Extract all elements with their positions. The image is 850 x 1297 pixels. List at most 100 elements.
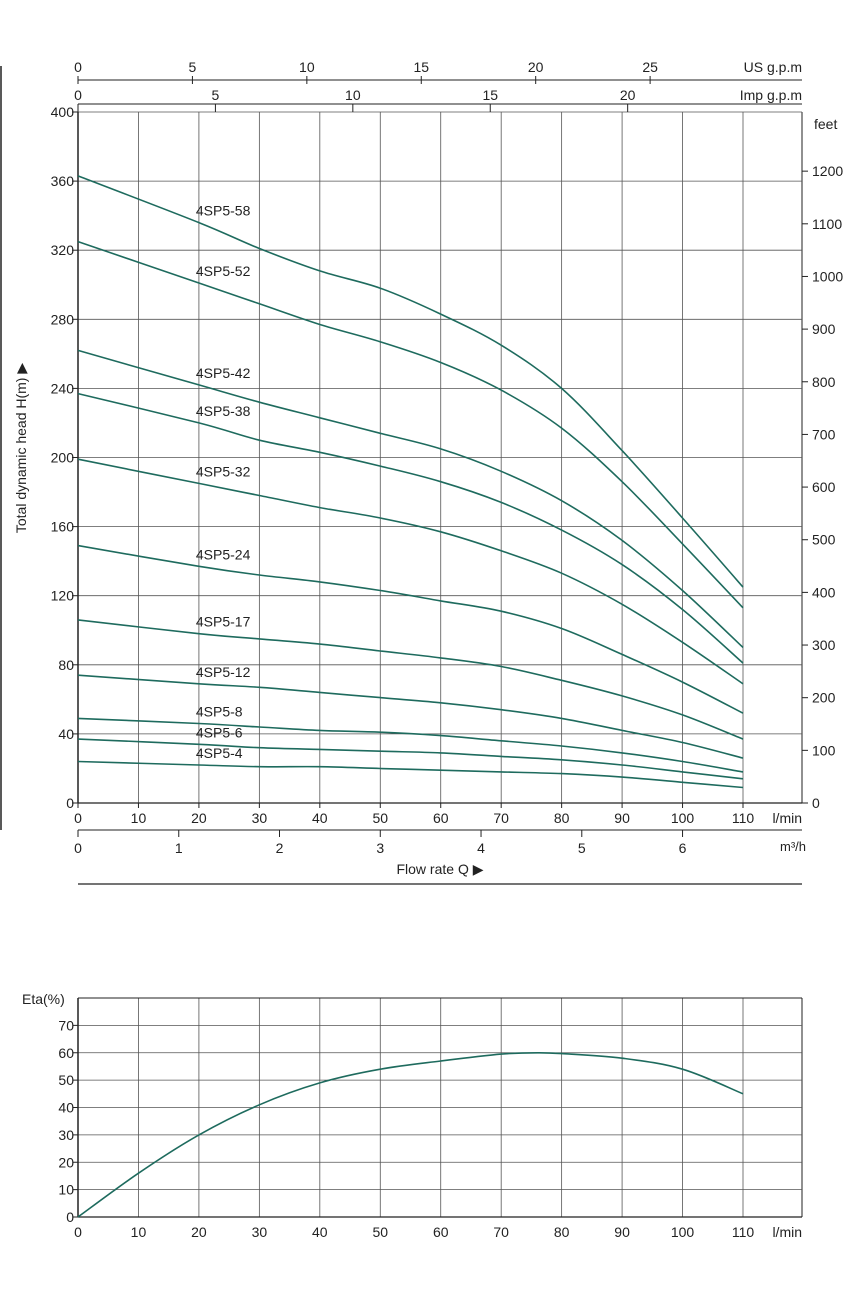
series-curve-4sp5-8 [77, 717, 744, 773]
eta-y-tick-label: 50 [58, 1072, 74, 1088]
x-tick-label: 70 [493, 810, 509, 826]
eta-y-tick-label: 0 [66, 1209, 74, 1225]
series-label-4sp5-32: 4SP5-32 [196, 463, 251, 479]
us-gpm-unit-label: US g.p.m [744, 59, 802, 75]
eta-x-tick-label: 100 [671, 1224, 695, 1240]
m3h-tick-label: 3 [376, 840, 384, 856]
x-tick-label: 80 [554, 810, 570, 826]
series-label-4sp5-4: 4SP5-4 [196, 745, 243, 761]
eta-y-tick-label: 40 [58, 1100, 74, 1116]
x-tick-label: 30 [252, 810, 268, 826]
imp-gpm-tick-label: 10 [345, 87, 361, 103]
series-curve-4sp5-24 [77, 544, 744, 714]
x-tick-label: 20 [191, 810, 207, 826]
feet-tick-label: 1000 [812, 268, 843, 284]
y-tick-label: 320 [51, 242, 75, 258]
feet-tick-label: 1100 [812, 216, 842, 232]
m3h-tick-label: 0 [74, 840, 82, 856]
x-tick-label: 0 [74, 810, 82, 826]
feet-tick-label: 500 [812, 532, 836, 548]
eta-x-tick-label: 20 [191, 1224, 207, 1240]
feet-tick-label: 1200 [812, 163, 843, 179]
y-tick-label: 160 [51, 519, 75, 535]
imp-gpm-tick-label: 5 [212, 87, 220, 103]
y-axis-title: Total dynamic head H(m) ▶ [13, 363, 29, 534]
series-curve-4sp5-17 [77, 619, 744, 740]
feet-unit-label: feet [814, 116, 837, 132]
series-label-4sp5-17: 4SP5-17 [196, 614, 251, 630]
series-curve-4sp5-38 [77, 392, 744, 664]
feet-tick-label: 100 [812, 742, 836, 758]
series-curve-4sp5-42 [77, 349, 744, 649]
series-curve-4sp5-32 [77, 458, 744, 685]
m3h-tick-label: 1 [175, 840, 183, 856]
us-gpm-tick-label: 20 [528, 59, 544, 75]
y-tick-label: 0 [66, 795, 74, 811]
us-gpm-tick-label: 15 [413, 59, 429, 75]
feet-tick-label: 0 [812, 795, 820, 811]
us-gpm-tick-label: 25 [642, 59, 658, 75]
eta-y-tick-label: 60 [58, 1045, 74, 1061]
us-gpm-tick-label: 5 [189, 59, 197, 75]
eta-x-tick-label: 10 [131, 1224, 147, 1240]
x-axis-title: Flow rate Q ▶ [396, 861, 483, 877]
feet-tick-label: 700 [812, 426, 836, 442]
feet-tick-label: 800 [812, 374, 836, 390]
y-tick-label: 80 [58, 657, 74, 673]
y-tick-label: 240 [51, 380, 75, 396]
y-tick-label: 200 [51, 450, 75, 466]
y-tick-label: 400 [51, 104, 75, 120]
eta-x-tick-label: 0 [74, 1224, 82, 1240]
x-tick-label: 90 [614, 810, 630, 826]
eta-x-tick-label: 70 [493, 1224, 509, 1240]
series-label-4sp5-12: 4SP5-12 [196, 664, 251, 680]
series-curve-4sp5-6 [77, 738, 744, 780]
eta-x-tick-label: 40 [312, 1224, 328, 1240]
eta-x-tick-label: 60 [433, 1224, 449, 1240]
series-label-4sp5-6: 4SP5-6 [196, 724, 243, 740]
us-gpm-tick-label: 10 [299, 59, 315, 75]
eta-y-tick-label: 10 [58, 1182, 74, 1198]
eta-y-tick-label: 20 [58, 1154, 74, 1170]
series-label-4sp5-38: 4SP5-38 [196, 403, 251, 419]
x-tick-label: 50 [372, 810, 388, 826]
feet-tick-label: 200 [812, 690, 836, 706]
eta-y-tick-label: 30 [58, 1127, 74, 1143]
eta-x-tick-label: 80 [554, 1224, 570, 1240]
eta-x-tick-label: 30 [252, 1224, 268, 1240]
feet-tick-label: 400 [812, 584, 836, 600]
imp-gpm-unit-label: Imp g.p.m [740, 87, 802, 103]
eta-x-tick-label: 50 [372, 1224, 388, 1240]
m3h-tick-label: 5 [578, 840, 586, 856]
series-label-4sp5-52: 4SP5-52 [196, 263, 251, 279]
eta-x-tick-label: 90 [614, 1224, 630, 1240]
eta-x-unit-label: l/min [772, 1224, 802, 1240]
m3h-unit-label: m³/h [780, 839, 806, 854]
us-gpm-tick-label: 0 [74, 59, 82, 75]
series-curve-4sp5-52 [77, 240, 744, 609]
series-curve-4sp5-4 [77, 760, 744, 789]
feet-tick-label: 600 [812, 479, 836, 495]
y-tick-label: 360 [51, 173, 75, 189]
x-tick-label: 60 [433, 810, 449, 826]
eta-y-tick-label: 70 [58, 1017, 74, 1033]
series-label-4sp5-24: 4SP5-24 [196, 546, 251, 562]
imp-gpm-tick-label: 20 [620, 87, 636, 103]
series-label-4sp5-8: 4SP5-8 [196, 704, 243, 720]
series-curve-4sp5-12 [77, 674, 744, 759]
eta-x-tick-label: 110 [732, 1224, 755, 1240]
imp-gpm-tick-label: 15 [482, 87, 498, 103]
m3h-tick-label: 2 [276, 840, 284, 856]
m3h-tick-label: 4 [477, 840, 485, 856]
x-tick-label: 110 [732, 810, 755, 826]
x-unit-label: l/min [772, 810, 802, 826]
y-tick-label: 280 [51, 311, 75, 327]
series-curve-4sp5-58 [77, 175, 744, 588]
y-tick-label: 120 [51, 588, 75, 604]
feet-tick-label: 300 [812, 637, 836, 653]
eta-y-axis-title: Eta(%) [22, 991, 65, 1007]
x-tick-label: 40 [312, 810, 328, 826]
x-tick-label: 100 [671, 810, 695, 826]
